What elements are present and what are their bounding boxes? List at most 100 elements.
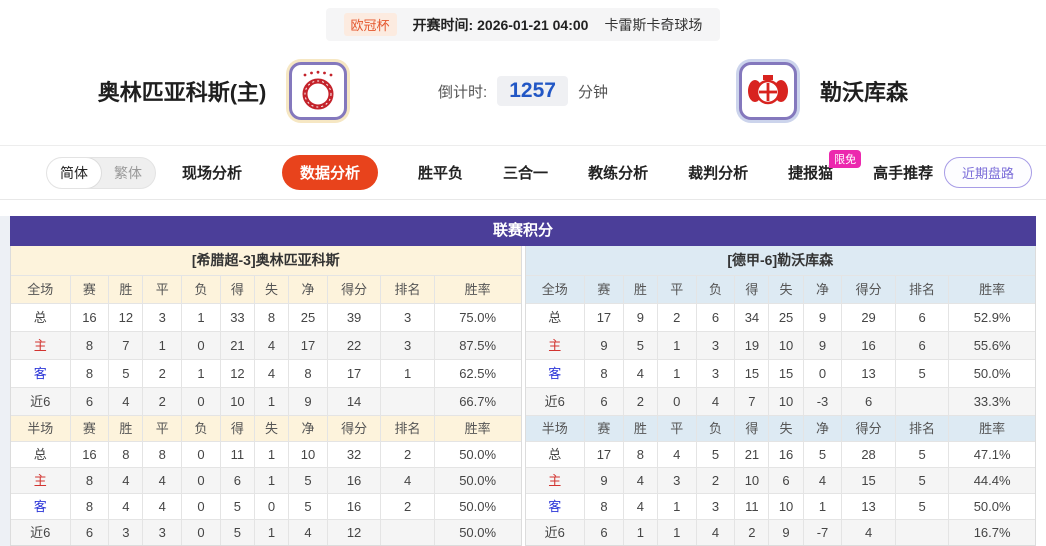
column-header-row: 半场 赛胜平负得失净得分 排名 胜率	[525, 415, 1035, 441]
stat-cell: 4	[380, 468, 433, 493]
stat-cell: 1	[622, 520, 657, 545]
stat-cell: 8	[69, 468, 109, 493]
column-header-cell: 得分	[326, 416, 380, 441]
olympiacos-emblem-icon	[302, 70, 334, 110]
content-area: 联赛积分 [希腊超-3]奥林匹亚科斯 全场赛胜平负得失净得分 排名 胜率总 16 12 3…	[0, 216, 1046, 546]
stat-cell: 6	[695, 304, 735, 331]
stat-cell: 4	[253, 332, 288, 359]
row-label: 主	[548, 338, 562, 353]
nav-tab-5[interactable]: 裁判分析	[688, 165, 749, 182]
column-header-row: 全场赛胜平负得失净得分 排名 胜率	[11, 275, 521, 303]
stat-cell: 2	[656, 304, 696, 331]
lang-simplified[interactable]: 简体	[47, 157, 102, 188]
stat-cell: 9	[802, 332, 842, 359]
stat-cell: 5	[894, 442, 948, 467]
stat-cell: 4	[142, 468, 181, 493]
stat-cell: 10	[288, 442, 327, 467]
stat-cell: 32	[326, 442, 380, 467]
stat-cell: 2	[380, 494, 433, 519]
nav-tab-4[interactable]: 教练分析	[588, 165, 649, 182]
home-fulltime-section: 全场赛胜平负得失净得分 排名 胜率总 16 12 3 1 33 8 25 39 3 75.0% 主 8 7 1 0…	[11, 275, 521, 415]
recent-odds-button[interactable]: 近期盘路	[943, 157, 1032, 188]
stat-cell: 50.0%	[948, 360, 1035, 387]
nav-tab-0[interactable]: 现场分析	[182, 165, 243, 182]
countdown: 倒计时: 1257 分钟	[408, 76, 638, 106]
column-header-cell: 全场	[27, 282, 54, 297]
stat-cell: 0	[253, 494, 288, 519]
row-label: 总	[33, 447, 47, 462]
stat-cell: 8	[69, 360, 109, 387]
stat-cell	[894, 388, 948, 415]
stat-cell: 17	[584, 442, 623, 467]
stat-cell: 9	[584, 468, 623, 493]
row-label: 主	[33, 473, 47, 488]
home-table-header: [希腊超-3]奥林匹亚科斯	[11, 246, 521, 275]
column-header-cell: 胜率	[433, 276, 521, 303]
table-row: 主 9 5 1 3 19 10 9 16 6 55.6%	[525, 331, 1035, 359]
stat-cell: 1	[656, 332, 696, 359]
nav-tab-1[interactable]: 数据分析	[282, 155, 379, 190]
row-label: 总	[548, 310, 562, 325]
stat-cell: 8	[69, 332, 109, 359]
away-team-logo	[735, 59, 800, 123]
table-row: 主 9 4 3 2 10 6 4 15 5 44.4%	[525, 467, 1035, 493]
stat-cell: 55.6%	[948, 332, 1035, 359]
stat-cell: 9	[768, 520, 802, 545]
stat-cell: 6	[584, 388, 623, 415]
nav-tab-2[interactable]: 胜平负	[418, 165, 464, 182]
table-row: 总 17 8 4 5 21 16 5 28 5 47.1%	[525, 441, 1035, 467]
stat-cell: 3	[108, 520, 142, 545]
stat-cell: 16	[69, 442, 109, 467]
leverkusen-emblem-icon	[747, 75, 788, 105]
table-row: 客 8 4 4 0 5 0 5 16 2 50.0%	[11, 493, 521, 519]
stat-cell: 2	[695, 468, 735, 493]
column-header-cell: 排名	[894, 276, 948, 303]
stat-cell: 3	[656, 468, 696, 493]
stat-cell: 4	[108, 494, 142, 519]
column-header-cell: 净	[802, 416, 842, 441]
stat-cell: 1	[253, 442, 288, 467]
stat-cell: 1	[656, 520, 696, 545]
nav-tabs: 现场分析 数据分析 胜平负 三合一 教练分析 裁判分析 捷报猫 限免 高手推荐	[182, 150, 934, 190]
stat-cell: 3	[380, 304, 433, 331]
stat-cell: 5	[802, 442, 842, 467]
stat-cell: 4	[288, 520, 327, 545]
language-toggle[interactable]: 简体 繁体	[46, 156, 156, 189]
nav-tab-6[interactable]: 捷报猫 限免	[788, 150, 862, 183]
column-header-cell: 平	[142, 416, 181, 441]
stat-cell: 15	[768, 360, 802, 387]
nav-tab-7[interactable]: 高手推荐	[873, 165, 934, 182]
stat-cell: 3	[695, 494, 735, 519]
stat-cell: 13	[841, 494, 894, 519]
stat-cell: 34	[734, 304, 768, 331]
column-header-cell: 负	[695, 416, 735, 441]
stat-cell: 0	[181, 520, 220, 545]
stat-cell: 0	[181, 332, 220, 359]
stat-cell: 4	[142, 494, 181, 519]
stat-cell: 4	[108, 388, 142, 415]
stat-cell: 9	[802, 304, 842, 331]
nav-tab-3[interactable]: 三合一	[503, 165, 549, 182]
stat-cell: 4	[802, 468, 842, 493]
table-row: 近6 6 3 3 0 5 1 4 12 50.0%	[11, 519, 521, 545]
league-badge[interactable]: 欧冠杯	[343, 13, 397, 36]
stat-cell: 10	[768, 388, 802, 415]
lang-traditional[interactable]: 繁体	[114, 164, 142, 181]
column-header-cell: 负	[181, 416, 220, 441]
stat-cell: 11	[734, 494, 768, 519]
kickoff-value: 2026-01-21 04:00	[477, 16, 589, 33]
column-header-cell: 排名	[380, 276, 433, 303]
stat-cell: -7	[802, 520, 842, 545]
stat-cell: 16.7%	[948, 520, 1035, 545]
home-stats-table: [希腊超-3]奥林匹亚科斯 全场赛胜平负得失净得分 排名 胜率总 16 12 3 1 33 8 2…	[10, 246, 522, 546]
stat-cell: 13	[841, 360, 894, 387]
stat-cell: 16	[326, 468, 380, 493]
column-header-cell: 负	[695, 276, 735, 303]
table-row: 主 8 7 1 0 21 4 17 22 3 87.5%	[11, 331, 521, 359]
stat-cell: 22	[326, 332, 380, 359]
table-row: 近6 6 2 0 4 7 10 -3 6 33.3%	[525, 387, 1035, 415]
home-team-logo	[286, 59, 351, 123]
column-header-cell: 失	[768, 416, 802, 441]
stat-cell: 21	[734, 442, 768, 467]
stat-cell: 5	[108, 360, 142, 387]
